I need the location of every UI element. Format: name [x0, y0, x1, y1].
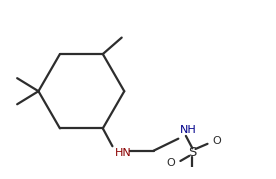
Text: HN: HN [115, 148, 131, 158]
Text: S: S [188, 146, 197, 159]
Text: O: O [212, 136, 221, 146]
Text: O: O [166, 158, 175, 168]
Text: NH: NH [180, 125, 197, 135]
